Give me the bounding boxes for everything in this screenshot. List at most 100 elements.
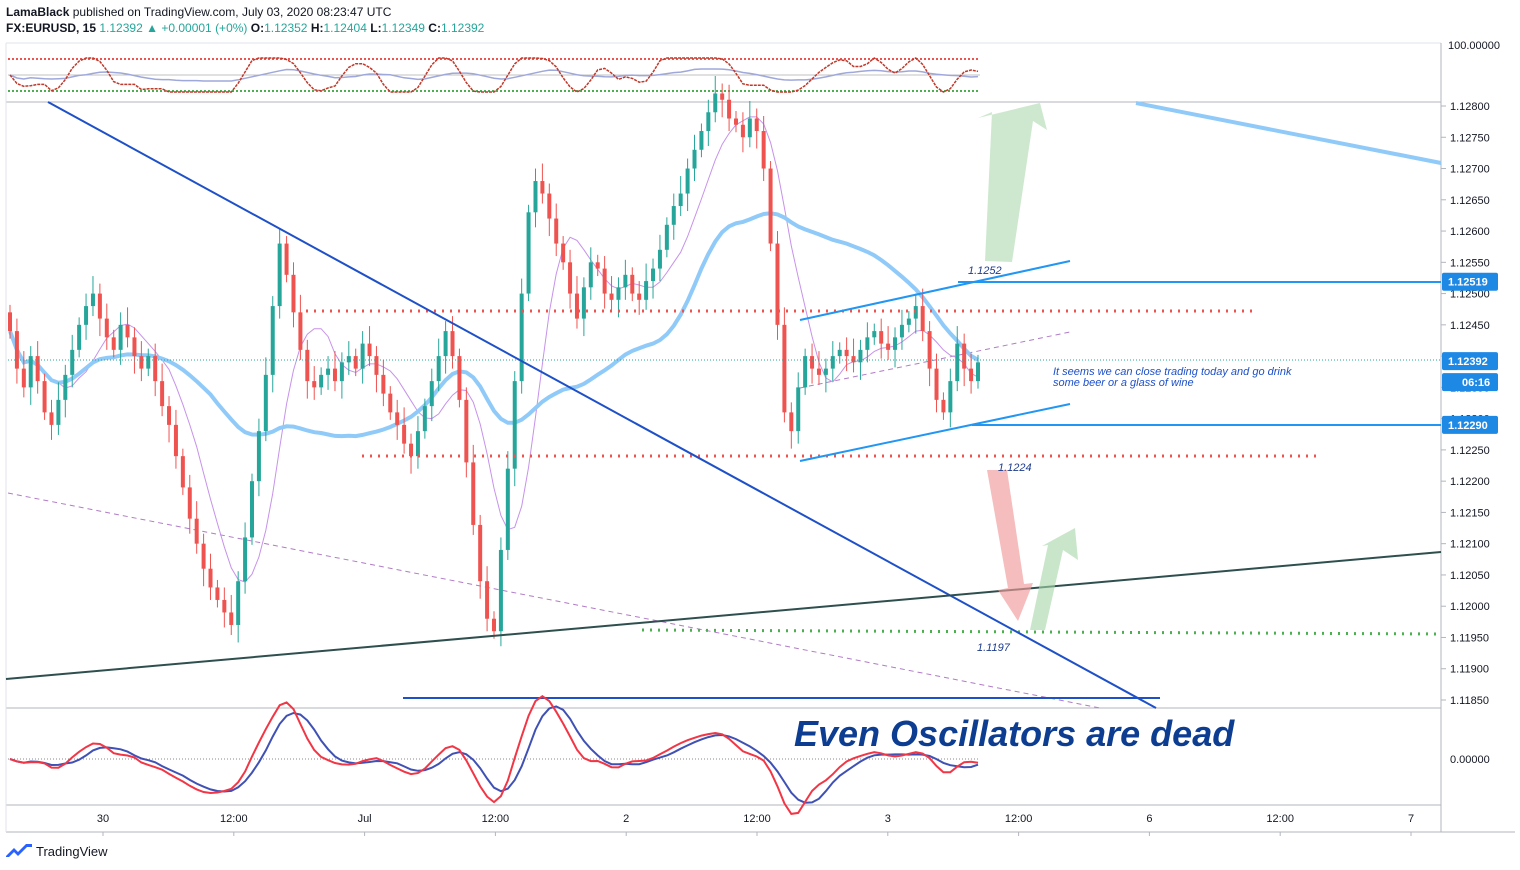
candle-body [450,331,455,357]
candle-body [360,343,365,369]
ascending-trendline[interactable] [5,551,1442,680]
candle-body [920,306,925,332]
candle-body [858,349,863,363]
candle-body [215,587,220,600]
candle-body [962,343,967,369]
time-tick-label: 12:00 [482,813,510,825]
candle-body [761,131,766,169]
bottom-oscillator-panel: 0.00000 Even Oscillators are dead [8,694,1490,815]
candle-body [146,356,151,369]
time-tick-label: 12:00 [1266,813,1294,825]
candle-body [699,131,704,150]
candle-body [823,368,828,375]
candle-body [899,324,904,338]
main-price-panel: 1.12800 1.12750 1.12700 1.12650 1.12600 1.125… [5,75,1498,836]
candle-body [153,356,158,382]
price-tick-label: 1.12450 [1450,320,1490,332]
candle-body [8,312,12,332]
price-tag-box [1442,272,1498,291]
candle-body [948,381,953,413]
candle-body [49,412,54,425]
candle-body [720,93,725,100]
candle-body [844,349,849,357]
candle-body [657,249,662,269]
candle-body [830,356,835,369]
price-tick-label: 1.12650 [1450,195,1490,207]
candle-body [906,318,911,325]
candle-body [436,356,441,382]
down-arrow-icon [987,470,1033,621]
time-tick-label: Jul [358,813,372,825]
candle-body [208,568,213,588]
level-label-target: 1.1197 [977,642,1011,654]
tradingview-logo-icon[interactable] [6,843,32,859]
footer-brand[interactable]: TradingView [36,843,108,859]
candle-body [250,481,254,538]
candle-body [651,268,656,282]
candle-body [429,381,434,407]
high-value: 1.12404 [323,21,367,35]
channel-upper-line[interactable] [799,260,1071,321]
candle-body [734,118,738,125]
candle-body [554,218,559,244]
candle-body [84,306,89,325]
upper-right-trendline[interactable] [1135,101,1442,165]
candle-body [139,356,144,369]
candle-body [381,374,386,394]
price-tick-label: 1.11900 [1450,664,1489,676]
symbol-label[interactable]: FX:EURUSD, 15 [6,21,97,35]
author-name[interactable]: LamaBlack [6,5,70,19]
candle-body [35,356,40,382]
candle-body [768,168,773,244]
price-tag-box [1442,352,1498,371]
candle-body [312,381,317,388]
candle-body [21,368,26,388]
candle-body [810,356,815,369]
candle-body [332,368,337,382]
candle-body [678,193,683,207]
channel-lower-line[interactable] [799,403,1071,462]
price-tick-label: 1.12100 [1450,539,1490,551]
candle-body [519,293,524,382]
candle-body [727,99,732,119]
price-tag-label: 1.12392 [1448,356,1488,368]
candle-body [167,406,172,425]
candle-body [498,549,503,632]
candle-body [747,118,752,138]
close-label: C: [428,21,441,35]
candle-body [934,368,939,400]
candlestick-series [8,75,980,647]
candle-body [222,599,227,613]
candle-body [789,412,794,432]
chart-header: LamaBlack published on TradingView.com, … [6,4,484,36]
low-label: L: [370,21,382,35]
candle-body [326,368,331,375]
candle-body [492,618,496,632]
descending-trendline[interactable] [47,101,1157,709]
ohlc-line: FX:EURUSD, 15 1.12392 ▲ +0.00001 (+0%) O… [6,20,484,36]
candle-body [415,431,420,457]
publish-line: LamaBlack published on TradingView.com, … [6,4,484,20]
candle-body [180,456,185,488]
bottom-panel-tick: 0.00000 [1450,754,1490,766]
candle-body [374,356,379,375]
candle-body [568,262,573,294]
candle-body [229,612,234,625]
candle-body [270,306,275,375]
top-oscillator-panel: 100.00000 [8,40,1500,93]
dashed-purple-trendline [7,492,1101,709]
candle-body [263,374,268,432]
candle-body [90,293,95,307]
price-tick-label: 1.11850 [1450,695,1489,707]
candle-body [471,462,476,525]
time-tick-label: 6 [1146,813,1152,825]
candle-body [97,293,102,319]
level-label-low: 1.1224 [998,462,1032,474]
level-label-high: 1.1252 [968,265,1002,277]
bottom-oscillator-signal-line [9,705,979,804]
candle-body [402,424,407,444]
candle-body [464,399,469,463]
candle-body [512,381,517,469]
time-tick-label: 7 [1408,813,1414,825]
